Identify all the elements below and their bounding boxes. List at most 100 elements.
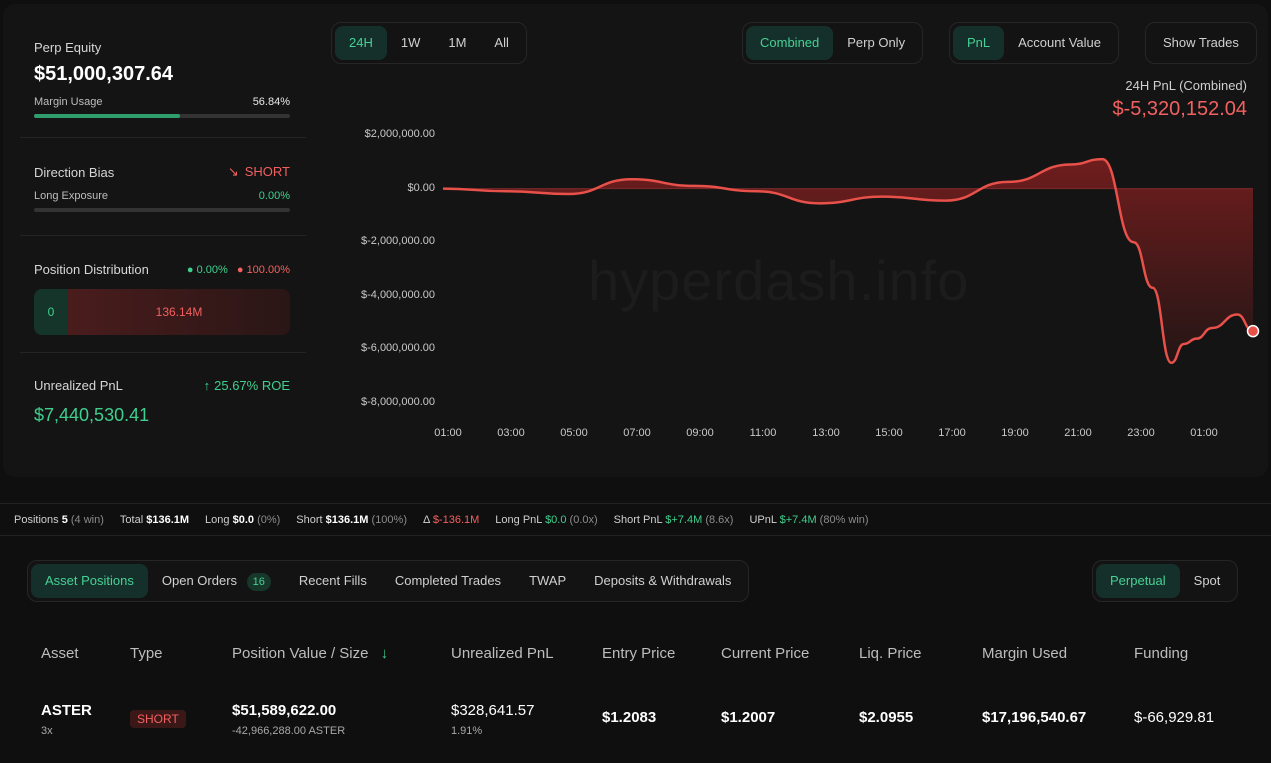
stat-upnl-value: $+7.4M <box>779 513 817 526</box>
pnl-chart: hyperdash.info $2,000,000.00 $0.00 $-2,000… <box>330 120 1271 450</box>
y-tick-label: $-6,000,000.00 <box>360 342 435 355</box>
col-asset[interactable]: Asset <box>41 645 79 662</box>
tab-1m[interactable]: 1M <box>448 35 467 50</box>
tab-asset-positions[interactable]: Asset Positions <box>31 564 148 598</box>
stat-delta-value: $-136.1M <box>432 513 480 526</box>
last-point-marker[interactable] <box>1246 324 1260 338</box>
col-liq-price[interactable]: Liq. Price <box>859 645 922 662</box>
roe-value: 25.67% ROE <box>214 378 290 393</box>
margin-usage-value: 56.84% <box>252 96 290 108</box>
pnl-chart-plot <box>442 157 1260 365</box>
col-current-price[interactable]: Current Price <box>721 645 810 662</box>
x-tick-label: 21:00 <box>1064 427 1092 439</box>
show-trades-control: Show Trades <box>1145 22 1257 64</box>
tab-open-orders-label: Open Orders <box>161 573 238 588</box>
col-position-value-label: Position Value / Size <box>232 645 369 662</box>
stat-long-value: $0.0 <box>232 513 254 526</box>
stat-short-value: $136.1M <box>325 513 369 526</box>
position-distribution-section: Position Distribution ● 0.00% ● 100.00% … <box>34 262 290 335</box>
col-position-value[interactable]: Position Value / Size ↓ <box>232 645 388 662</box>
col-unrealized-pnl[interactable]: Unrealized PnL <box>451 645 554 662</box>
stat-delta-label: Δ <box>423 513 430 526</box>
stat-total-value: $136.1M <box>146 513 190 526</box>
y-tick-label: $0.00 <box>407 181 435 194</box>
x-tick-label: 01:00 <box>434 427 462 439</box>
long-exposure-label: Long Exposure <box>34 190 108 202</box>
margin-usage-fill <box>34 114 180 118</box>
long-pct: 0.00% <box>196 263 228 276</box>
metric-tabs: PnL Account Value <box>949 22 1120 64</box>
stat-short-note: (100%) <box>371 513 407 526</box>
long-exposure-value: 0.00% <box>258 190 290 202</box>
unrealized-pnl-section: Unrealized PnL ↑ 25.67% ROE $7,440,530.41 <box>34 378 290 426</box>
col-funding[interactable]: Funding <box>1134 645 1189 662</box>
unrealized-pnl-value: $7,440,530.41 <box>34 405 150 425</box>
margin-usage-label: Margin Usage <box>34 96 103 108</box>
stat-long-pnl-value: $0.0 <box>545 513 567 526</box>
perp-equity-value: $51,000,307.64 <box>34 63 174 85</box>
stat-upnl-label: UPnL <box>749 513 777 526</box>
tab-perpetual[interactable]: Perpetual <box>1096 564 1180 598</box>
distribution-short-segment: 136.14M <box>68 289 290 335</box>
row-liq-price: $2.0955 <box>859 709 914 726</box>
x-tick-label: 05:00 <box>560 427 588 439</box>
distribution-long-segment: 0 <box>34 289 68 335</box>
tab-perp-only[interactable]: Perp Only <box>847 35 906 50</box>
positions-stats-bar: Positions 5 (4 win) Total $136.1M Long $… <box>0 503 1271 536</box>
row-entry-price: $1.2083 <box>602 709 657 726</box>
unrealized-pnl-label: Unrealized PnL <box>34 378 123 393</box>
col-entry-price[interactable]: Entry Price <box>602 645 676 662</box>
tab-account-value[interactable]: Account Value <box>1018 35 1102 50</box>
tab-deposits-withdrawals[interactable]: Deposits & Withdrawals <box>594 573 732 588</box>
x-tick-label: 11:00 <box>749 427 777 439</box>
market-type-tabs: Perpetual Spot <box>1092 560 1239 602</box>
long-exposure-bar <box>34 208 290 212</box>
x-tick-label: 15:00 <box>875 427 903 439</box>
stat-long-pnl-note: (0.0x) <box>569 513 598 526</box>
tab-1w[interactable]: 1W <box>400 35 421 50</box>
row-asset[interactable]: ASTER <box>41 702 92 719</box>
stat-total-label: Total <box>119 513 144 526</box>
stat-positions-label: Positions <box>14 513 59 526</box>
row-type-badge: SHORT <box>130 710 186 728</box>
row-position-value: $51,589,622.00 <box>232 702 337 719</box>
divider <box>20 352 306 353</box>
tab-pnl[interactable]: PnL <box>953 26 1005 60</box>
show-trades-button[interactable]: Show Trades <box>1163 35 1239 50</box>
direction-bias-label: Direction Bias <box>34 164 115 180</box>
divider <box>20 235 306 236</box>
tab-twap[interactable]: TWAP <box>529 573 567 588</box>
stat-short-pnl-label: Short PnL <box>613 513 663 526</box>
direction-bias-badge: ↘ SHORT <box>228 164 290 180</box>
y-tick-label: $2,000,000.00 <box>364 128 435 140</box>
row-current-price: $1.2007 <box>721 709 776 726</box>
stat-long-note: (0%) <box>257 513 281 526</box>
stat-short-pnl-value: $+7.4M <box>665 513 703 526</box>
y-tick-label: $-8,000,000.00 <box>360 396 435 408</box>
col-type[interactable]: Type <box>130 645 163 662</box>
position-tabs: Asset Positions Open Orders 16 Recent Fi… <box>27 560 750 602</box>
stat-short-pnl-note: (8.6x) <box>705 513 734 526</box>
tab-all[interactable]: All <box>494 35 509 50</box>
row-unrealized-pnl-pct: 1.91% <box>451 725 483 737</box>
tab-open-orders[interactable]: Open Orders 16 <box>148 564 285 598</box>
x-tick-label: 03:00 <box>497 427 525 439</box>
long-dot-icon: ● <box>186 263 194 276</box>
x-tick-label: 17:00 <box>938 427 966 439</box>
perp-equity-section: Perp Equity $51,000,307.64 Margin Usage … <box>34 40 290 118</box>
tab-spot[interactable]: Spot <box>1193 573 1221 588</box>
tab-recent-fills[interactable]: Recent Fills <box>298 573 367 588</box>
arrow-up-icon: ↑ <box>203 378 211 393</box>
tab-24h[interactable]: 24H <box>335 26 387 60</box>
stat-long-label: Long <box>205 513 230 526</box>
position-distribution-label: Position Distribution <box>34 262 149 277</box>
col-margin-used[interactable]: Margin Used <box>982 645 1068 662</box>
tab-completed-trades[interactable]: Completed Trades <box>394 573 502 588</box>
tab-combined[interactable]: Combined <box>746 26 834 60</box>
divider <box>20 137 306 138</box>
x-tick-label: 13:00 <box>812 427 840 439</box>
row-margin-used: $17,196,540.67 <box>982 709 1087 726</box>
stat-upnl-note: (80% win) <box>819 513 869 526</box>
stat-short-label: Short <box>296 513 323 526</box>
trend-down-icon: ↘ <box>227 164 239 179</box>
